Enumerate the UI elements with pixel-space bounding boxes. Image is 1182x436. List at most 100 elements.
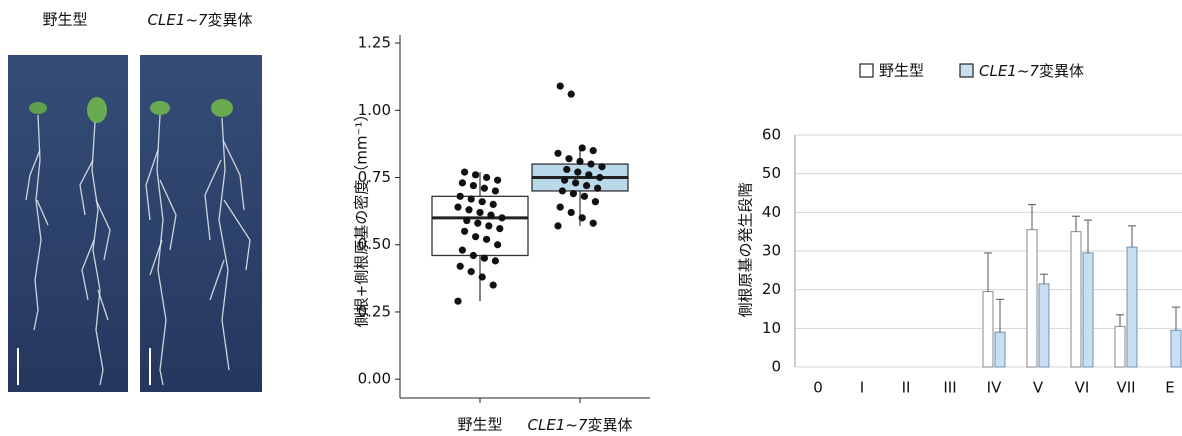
data-point xyxy=(492,257,499,264)
data-point xyxy=(483,236,490,243)
bar xyxy=(1083,253,1093,367)
data-point xyxy=(457,193,464,200)
y-tick-label: 0.50 xyxy=(358,235,391,253)
bar xyxy=(1071,232,1081,367)
y-tick-label: 30 xyxy=(762,242,781,260)
data-point xyxy=(592,198,599,205)
x-tick-label: II xyxy=(902,379,911,397)
data-point xyxy=(579,214,586,221)
data-point xyxy=(476,209,483,216)
data-point xyxy=(585,171,592,178)
photo-label: 野生型 xyxy=(42,11,87,29)
data-point xyxy=(554,222,561,229)
data-point xyxy=(481,185,488,192)
data-point xyxy=(494,177,501,184)
data-point xyxy=(481,255,488,262)
data-point xyxy=(457,263,464,270)
data-point xyxy=(468,268,475,275)
x-tick-label: E xyxy=(1165,379,1174,397)
photo-label: CLE1~7変異体 xyxy=(148,11,253,29)
data-point xyxy=(590,220,597,227)
data-point xyxy=(454,203,461,210)
data-point xyxy=(465,206,472,213)
data-point xyxy=(498,214,505,221)
y-tick-label: 1.00 xyxy=(358,101,391,119)
data-point xyxy=(594,185,601,192)
data-point xyxy=(463,217,470,224)
y-tick-label: 10 xyxy=(762,319,781,337)
data-point xyxy=(565,155,572,162)
data-point xyxy=(487,212,494,219)
data-point xyxy=(557,82,564,89)
data-point xyxy=(470,252,477,259)
legend-label: 野生型 xyxy=(879,62,924,80)
data-point xyxy=(561,177,568,184)
photo-wild-type xyxy=(8,55,128,392)
data-point xyxy=(574,169,581,176)
figure: 野生型 CLE1~7変異体 側根+側根原基の密度（mm⁻¹） 側根原基の発生段階… xyxy=(0,0,1182,436)
data-point xyxy=(568,91,575,98)
data-point xyxy=(468,195,475,202)
data-point xyxy=(479,198,486,205)
data-point xyxy=(459,179,466,186)
data-point xyxy=(559,187,566,194)
y-tick-label: 20 xyxy=(762,280,781,298)
data-point xyxy=(459,247,466,254)
legend-swatch xyxy=(960,64,973,77)
y-tick-label: 0 xyxy=(771,358,781,376)
x-tick-label: IV xyxy=(987,379,1002,397)
x-tick-label: 0 xyxy=(813,379,823,397)
x-tick-label: I xyxy=(860,379,864,397)
data-point xyxy=(572,179,579,186)
data-point xyxy=(554,150,561,157)
data-point xyxy=(472,171,479,178)
y-tick-label: 40 xyxy=(762,203,781,221)
data-point xyxy=(496,225,503,232)
bar xyxy=(1127,247,1137,367)
data-point xyxy=(490,201,497,208)
data-point xyxy=(583,182,590,189)
data-point xyxy=(598,163,605,170)
bar xyxy=(995,332,1005,367)
data-point xyxy=(485,222,492,229)
data-point xyxy=(494,241,501,248)
data-point xyxy=(596,174,603,181)
data-point xyxy=(579,144,586,151)
data-point xyxy=(483,174,490,181)
data-point xyxy=(557,203,564,210)
bar xyxy=(1039,284,1049,367)
y-tick-label: 0.00 xyxy=(358,370,391,388)
legend-swatch xyxy=(860,64,873,77)
x-tick-label: VII xyxy=(1116,379,1135,397)
x-tick-label: CLE1~7変異体 xyxy=(528,416,633,434)
bar xyxy=(1171,330,1181,367)
data-point xyxy=(581,193,588,200)
data-point xyxy=(590,147,597,154)
bar xyxy=(1115,326,1125,367)
y-tick-label: 50 xyxy=(762,164,781,182)
photos: 野生型 CLE1~7変異体 xyxy=(8,11,262,393)
data-point xyxy=(479,273,486,280)
y-tick-label: 1.25 xyxy=(358,34,391,52)
y-tick-label: 60 xyxy=(762,126,781,144)
data-point xyxy=(474,220,481,227)
data-point xyxy=(568,209,575,216)
data-point xyxy=(472,233,479,240)
x-tick-label: III xyxy=(943,379,956,397)
data-point xyxy=(461,228,468,235)
bar xyxy=(983,292,993,367)
data-point xyxy=(461,169,468,176)
data-point xyxy=(492,187,499,194)
data-point xyxy=(570,190,577,197)
x-tick-label: 野生型 xyxy=(457,416,502,434)
data-point xyxy=(490,281,497,288)
y-tick-label: 0.75 xyxy=(358,168,391,186)
data-point xyxy=(470,182,477,189)
data-point xyxy=(563,166,570,173)
x-tick-label: V xyxy=(1033,379,1044,397)
y-axis-label: 側根+側根原基の密度（mm⁻¹） xyxy=(353,107,371,328)
data-point xyxy=(576,158,583,165)
x-tick-label: VI xyxy=(1075,379,1090,397)
y-axis-label: 側根原基の発生段階 xyxy=(737,182,755,317)
y-tick-label: 0.25 xyxy=(358,302,391,320)
